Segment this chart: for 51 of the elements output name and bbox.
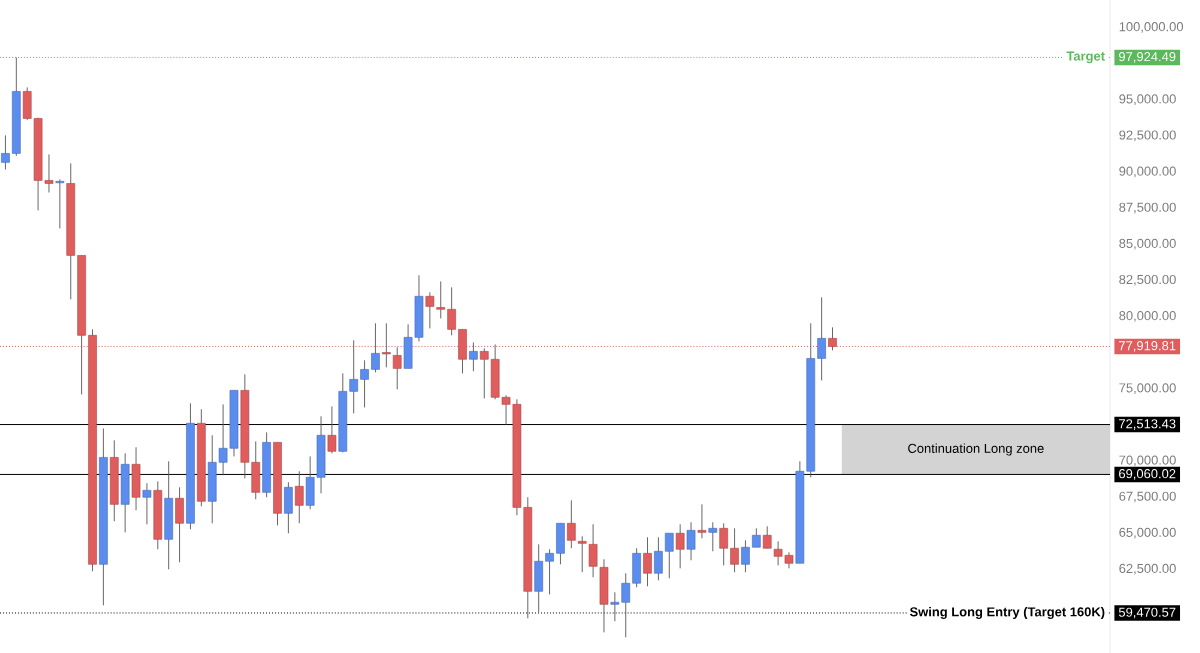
- candlestick: [436, 280, 446, 319]
- y-tick-label: 85,000.00: [1119, 238, 1176, 250]
- candlestick: [425, 291, 435, 329]
- candlestick: [392, 346, 402, 390]
- candlestick: [752, 527, 761, 548]
- y-tick-label: 87,500.00: [1119, 202, 1176, 214]
- candlestick: [654, 536, 663, 581]
- candlestick: [142, 482, 152, 525]
- candlestick: [762, 525, 772, 549]
- candlestick: [577, 535, 587, 573]
- candlestick: [817, 296, 826, 381]
- candlestick: [447, 286, 456, 336]
- y-tick-label: 82,500.00: [1119, 274, 1176, 286]
- candlestick: [1, 134, 10, 170]
- y-tick-label: 75,000.00: [1119, 383, 1176, 394]
- y-tick-label: 67,500.00: [1119, 491, 1176, 503]
- candlestick: [55, 178, 65, 229]
- candlestick: [294, 470, 304, 524]
- candlestick: [664, 532, 674, 579]
- y-tick-label: 95,000.00: [1119, 94, 1176, 106]
- y-tick-label: 70,000.00: [1119, 455, 1176, 467]
- candlestick: [643, 536, 652, 587]
- candlestick: [708, 521, 718, 552]
- candlestick: [567, 499, 576, 549]
- candlestick: [686, 521, 696, 561]
- y-tick-label: 90,000.00: [1119, 166, 1176, 178]
- ref-line-label: 77,919.81: [1119, 341, 1176, 352]
- candlestick: [360, 359, 369, 408]
- candlestick: [327, 405, 337, 454]
- y-tick-label: 62,500.00: [1119, 563, 1176, 575]
- annotation: Swing Long Entry (Target 160K): [909, 606, 1105, 620]
- y-tick-label: 80,000.00: [1119, 311, 1176, 322]
- candlestick: [349, 339, 358, 414]
- candlestick: [469, 341, 478, 372]
- ref-line-label: 72,513.43: [1119, 419, 1176, 430]
- y-tick-label: 92,500.00: [1119, 130, 1176, 142]
- ref-line-label: 97,924.49: [1119, 52, 1176, 63]
- candlestick: [545, 548, 554, 595]
- candlestick: [371, 322, 380, 373]
- candlestick: [675, 523, 685, 569]
- candlestick: [719, 522, 729, 566]
- y-tick-label: 65,000.00: [1119, 527, 1176, 539]
- candlestick: [741, 539, 750, 573]
- candlestick: [588, 523, 598, 578]
- ref-line-label: 69,060.02: [1119, 469, 1176, 480]
- annotation: Target: [1066, 51, 1105, 64]
- y-tick-label: 100,000.00: [1119, 22, 1184, 33]
- band-label: Continuation Long zone: [908, 443, 1044, 456]
- candlestick: [697, 503, 707, 539]
- candlestick: [730, 527, 739, 573]
- ref-line-label: 59,470.57: [1118, 607, 1176, 619]
